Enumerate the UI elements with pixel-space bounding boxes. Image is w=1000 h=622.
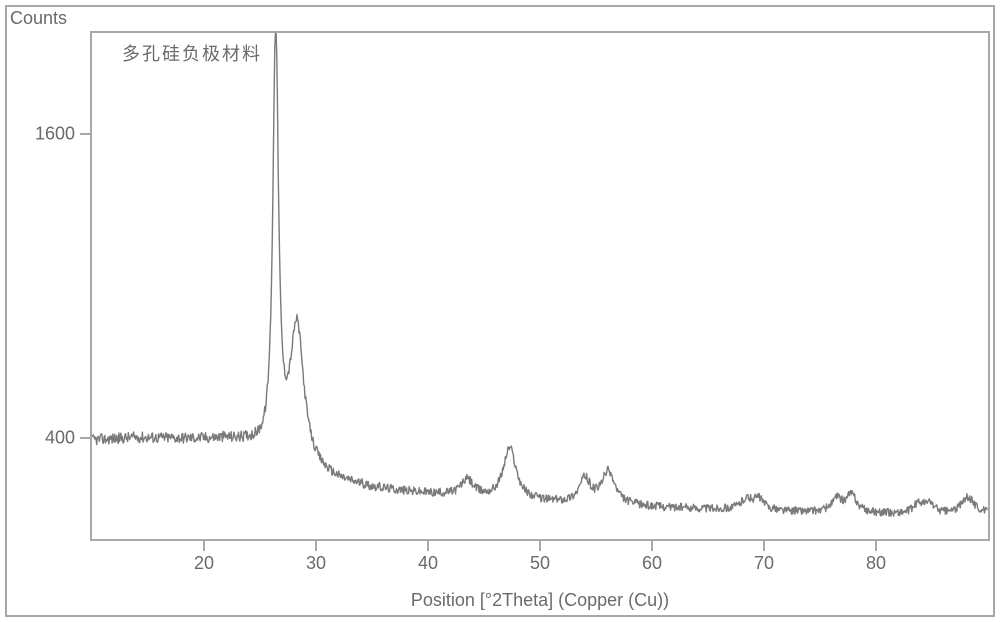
x-tick-label: 40 — [418, 553, 438, 574]
y-tick-label: 1600 — [30, 124, 75, 145]
x-tick-mark — [539, 541, 541, 551]
x-tick-label: 80 — [866, 553, 886, 574]
x-tick-mark — [203, 541, 205, 551]
x-tick-label: 30 — [306, 553, 326, 574]
x-tick-mark — [763, 541, 765, 551]
y-axis-label: Counts — [10, 8, 67, 29]
x-tick-mark — [875, 541, 877, 551]
xrd-trace — [92, 33, 988, 539]
x-tick-label: 50 — [530, 553, 550, 574]
x-tick-mark — [315, 541, 317, 551]
x-tick-mark — [427, 541, 429, 551]
y-tick-mark — [80, 437, 90, 439]
x-axis-label: Position [°2Theta] (Copper (Cu)) — [411, 590, 669, 611]
y-tick-label: 400 — [30, 427, 75, 448]
y-tick-mark — [80, 133, 90, 135]
x-tick-label: 20 — [194, 553, 214, 574]
x-tick-label: 70 — [754, 553, 774, 574]
legend-label: 多孔硅负极材料 — [122, 40, 262, 66]
x-tick-mark — [651, 541, 653, 551]
xrd-path — [92, 33, 988, 516]
plot-frame: 多孔硅负极材料 — [90, 31, 990, 541]
x-tick-label: 60 — [642, 553, 662, 574]
